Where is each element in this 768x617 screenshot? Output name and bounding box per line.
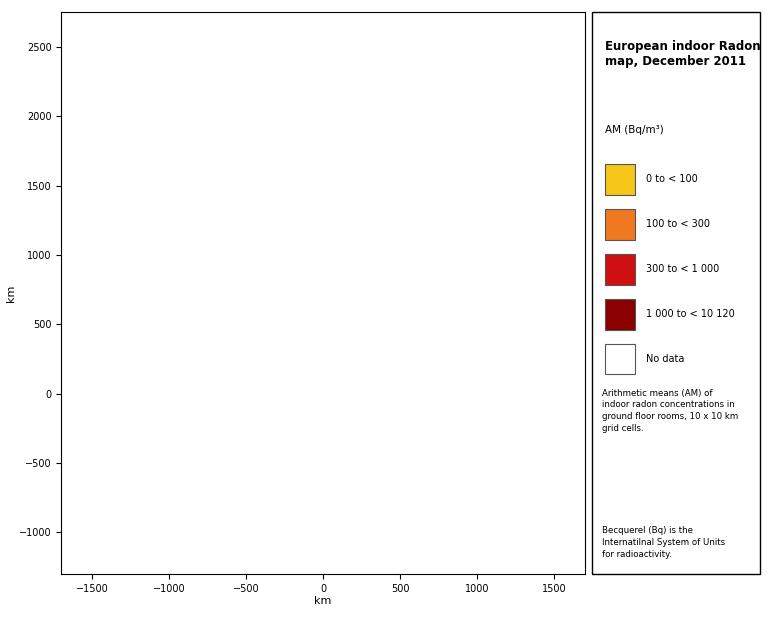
Text: Becquerel (Bq) is the
Internatilnal System of Units
for radioactivity.: Becquerel (Bq) is the Internatilnal Syst… (601, 526, 725, 558)
Y-axis label: km: km (6, 284, 16, 302)
Bar (605, 209, 635, 240)
Text: European indoor Radon
map, December 2011: European indoor Radon map, December 2011 (605, 41, 760, 68)
Bar (605, 164, 635, 195)
Text: 100 to < 300: 100 to < 300 (646, 219, 710, 230)
Text: 1 000 to < 10 120: 1 000 to < 10 120 (646, 309, 734, 319)
Bar (605, 344, 635, 375)
Bar (605, 254, 635, 284)
Text: Arithmetic means (AM) of
indoor radon concentrations in
ground floor rooms, 10 x: Arithmetic means (AM) of indoor radon co… (601, 389, 738, 433)
Text: No data: No data (646, 354, 684, 364)
X-axis label: km: km (314, 596, 332, 607)
Text: 300 to < 1 000: 300 to < 1 000 (646, 264, 719, 274)
Text: AM (Bq/m³): AM (Bq/m³) (605, 125, 664, 135)
Bar (605, 299, 635, 329)
Text: 0 to < 100: 0 to < 100 (646, 175, 697, 184)
